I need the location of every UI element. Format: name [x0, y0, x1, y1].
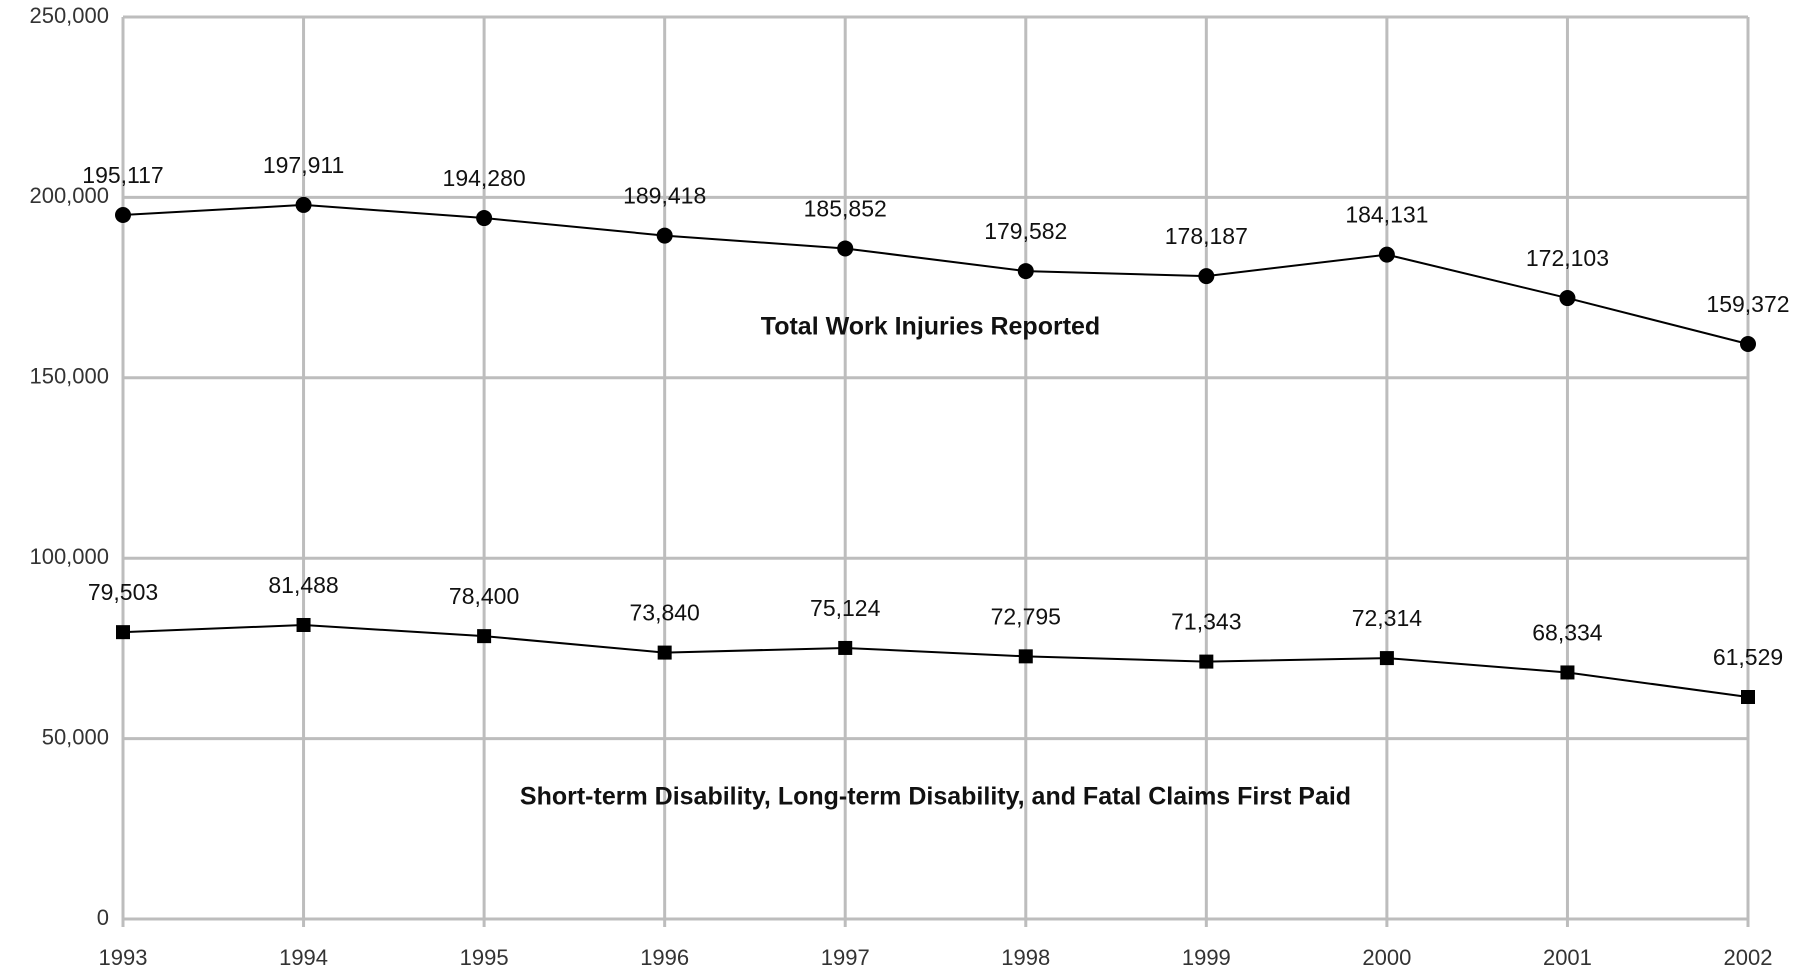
marker	[1559, 290, 1576, 307]
x-tick-label: 1996	[640, 945, 689, 970]
y-tick-label: 100,000	[29, 544, 109, 569]
data-label: 75,124	[810, 595, 881, 621]
series-label: Short-term Disability, Long-term Disabil…	[520, 783, 1351, 811]
y-tick-label: 250,000	[29, 3, 109, 28]
data-label: 72,314	[1352, 605, 1423, 631]
y-tick-label: 150,000	[29, 364, 109, 389]
x-tick-label: 1998	[1001, 945, 1050, 970]
data-label: 172,103	[1526, 245, 1609, 271]
series-label: Total Work Injuries Reported	[761, 313, 1100, 341]
marker	[1378, 246, 1395, 263]
marker	[1741, 690, 1755, 705]
y-tick-label: 50,000	[42, 724, 109, 749]
data-label: 184,131	[1345, 202, 1428, 228]
data-label: 81,488	[268, 572, 338, 598]
marker	[1379, 651, 1394, 666]
marker	[656, 227, 673, 244]
data-label: 159,372	[1706, 291, 1789, 317]
data-label: 72,795	[991, 603, 1061, 629]
x-tick-label: 2000	[1362, 945, 1411, 970]
data-label: 179,582	[984, 218, 1067, 244]
marker	[1018, 649, 1033, 664]
marker	[657, 645, 672, 660]
data-label: 185,852	[804, 196, 887, 222]
data-label: 178,187	[1165, 223, 1248, 249]
marker	[295, 196, 312, 213]
data-label: 71,343	[1171, 609, 1241, 635]
marker	[476, 210, 493, 227]
x-tick-label: 1994	[279, 945, 328, 970]
data-label: 78,400	[449, 583, 519, 609]
x-tick-label: 1999	[1182, 945, 1231, 970]
marker	[837, 240, 854, 257]
marker	[296, 617, 311, 632]
data-label: 61,529	[1713, 644, 1783, 670]
data-label: 194,280	[443, 165, 526, 191]
data-label: 73,840	[629, 600, 699, 626]
data-label: 68,334	[1532, 620, 1603, 646]
data-label: 197,911	[263, 152, 344, 178]
marker	[477, 629, 492, 644]
data-label: 79,503	[88, 579, 158, 605]
series-line	[122, 203, 1749, 345]
marker	[115, 207, 131, 224]
x-tick-label: 2002	[1724, 945, 1773, 970]
marker	[1017, 263, 1034, 280]
x-tick-label: 1995	[460, 945, 509, 970]
y-tick-label: 0	[97, 905, 109, 930]
marker	[1198, 268, 1215, 285]
data-label: 189,418	[623, 183, 706, 209]
data-label: 195,117	[82, 162, 163, 188]
x-tick-label: 1993	[99, 945, 148, 970]
x-tick-label: 2001	[1543, 945, 1592, 970]
marker	[838, 640, 853, 655]
series-line	[122, 623, 1749, 698]
marker	[1199, 654, 1214, 669]
marker	[116, 625, 130, 640]
marker	[1740, 335, 1756, 352]
marker	[1560, 665, 1575, 680]
x-tick-label: 1997	[821, 945, 870, 970]
y-tick-label: 200,000	[29, 183, 109, 208]
